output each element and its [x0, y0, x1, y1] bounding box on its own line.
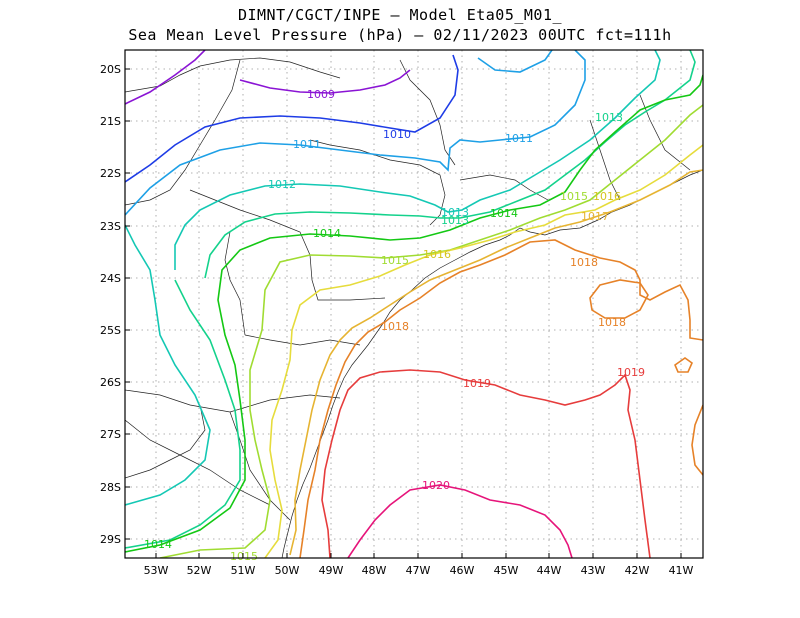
isobar-1019 — [321, 369, 651, 558]
plot-area — [125, 50, 703, 558]
label-1014-b: 1014 — [490, 207, 518, 220]
isobar-1010 — [125, 54, 459, 183]
label-1015-c: 1015 — [230, 550, 258, 563]
isobar-1012-outer — [125, 224, 211, 506]
lon-label: 41W — [669, 564, 694, 577]
label-1014-a: 1014 — [313, 227, 341, 240]
lon-label: 53W — [144, 564, 169, 577]
isobar-1018-right — [691, 404, 703, 476]
lon-label: 50W — [275, 564, 300, 577]
label-1010: 1010 — [383, 128, 411, 141]
isobar-1016 — [264, 144, 703, 558]
isobar-1013 — [125, 279, 241, 549]
lat-label: 25S — [100, 324, 121, 337]
label-1016-b: 1016 — [593, 190, 621, 203]
lat-label: 26S — [100, 376, 121, 389]
latitude-labels: 20S 21S 22S 23S 24S 25S 26S 27S 28S 29S — [100, 63, 121, 546]
longitude-labels: 53W 52W 51W 50W 49W 48W 47W 46W 45W 44W … — [144, 564, 694, 577]
lat-label: 20S — [100, 63, 121, 76]
lon-label: 49W — [319, 564, 344, 577]
label-1016-a: 1016 — [423, 248, 451, 261]
label-1018-b: 1018 — [598, 316, 626, 329]
isobar-1009 — [125, 50, 411, 105]
label-1012: 1012 — [268, 178, 296, 191]
label-1017: 1017 — [581, 210, 609, 223]
label-1009: 1009 — [307, 88, 335, 101]
isobar-1018-loop — [589, 279, 649, 319]
isobar-1013-upper — [204, 50, 696, 279]
state-border — [125, 59, 241, 206]
label-1018-a: 1018 — [570, 256, 598, 269]
label-1013-b: 1013 — [441, 206, 469, 219]
lat-label: 24S — [100, 272, 121, 285]
state-border — [244, 334, 361, 346]
state-border — [399, 59, 456, 166]
lon-label: 43W — [581, 564, 606, 577]
isobar-1015 — [159, 104, 703, 558]
label-1011-b: 1011 — [505, 132, 533, 145]
isobar-1017 — [289, 169, 703, 556]
label-1014-c: 1014 — [144, 538, 172, 551]
lon-label: 47W — [406, 564, 431, 577]
lon-label: 52W — [187, 564, 212, 577]
tick-marks — [125, 68, 682, 558]
state-border — [125, 57, 341, 93]
label-1018-c: 1018 — [381, 320, 409, 333]
isobar-1020 — [347, 484, 573, 558]
lon-label: 44W — [537, 564, 562, 577]
map-title-line1: DIMNT/CGCT/INPE – Model Eta05_M01_ — [237, 6, 563, 24]
state-border — [229, 411, 291, 521]
lon-label: 51W — [231, 564, 256, 577]
lat-label: 23S — [100, 220, 121, 233]
lat-label: 27S — [100, 428, 121, 441]
label-1013-c: 1013 — [441, 214, 469, 227]
isobar-1012 — [174, 50, 661, 270]
isobar-1018-small — [674, 357, 693, 373]
lon-label: 42W — [625, 564, 650, 577]
lon-label: 46W — [450, 564, 475, 577]
label-1019-a: 1019 — [463, 377, 491, 390]
lat-label: 21S — [100, 115, 121, 128]
isobars — [125, 50, 703, 558]
river-border — [224, 231, 246, 336]
isobar-1011-a — [125, 50, 586, 216]
lat-label: 22S — [100, 167, 121, 180]
isobar-1014 — [125, 74, 703, 553]
isobar-1018-coast — [299, 239, 703, 558]
label-1020: 1020 — [422, 479, 450, 492]
lon-label: 45W — [494, 564, 519, 577]
label-1015-b: 1015 — [560, 190, 588, 203]
lat-label: 29S — [100, 533, 121, 546]
contour-labels: 1009 1010 1011 1011 1012 1013 1013 1013 … — [144, 88, 645, 563]
isobar-1011-b — [477, 50, 553, 73]
lat-label: 28S — [100, 481, 121, 494]
label-1013-a: 1013 — [595, 111, 623, 124]
lon-label: 48W — [362, 564, 387, 577]
label-1019-b: 1019 — [617, 366, 645, 379]
map-title-line2: Sea Mean Level Pressure (hPa) – 02/11/20… — [128, 26, 672, 44]
state-border — [125, 419, 271, 506]
label-1011-a: 1011 — [293, 138, 321, 151]
plot-frame — [124, 49, 704, 559]
label-1015-a: 1015 — [381, 254, 409, 267]
